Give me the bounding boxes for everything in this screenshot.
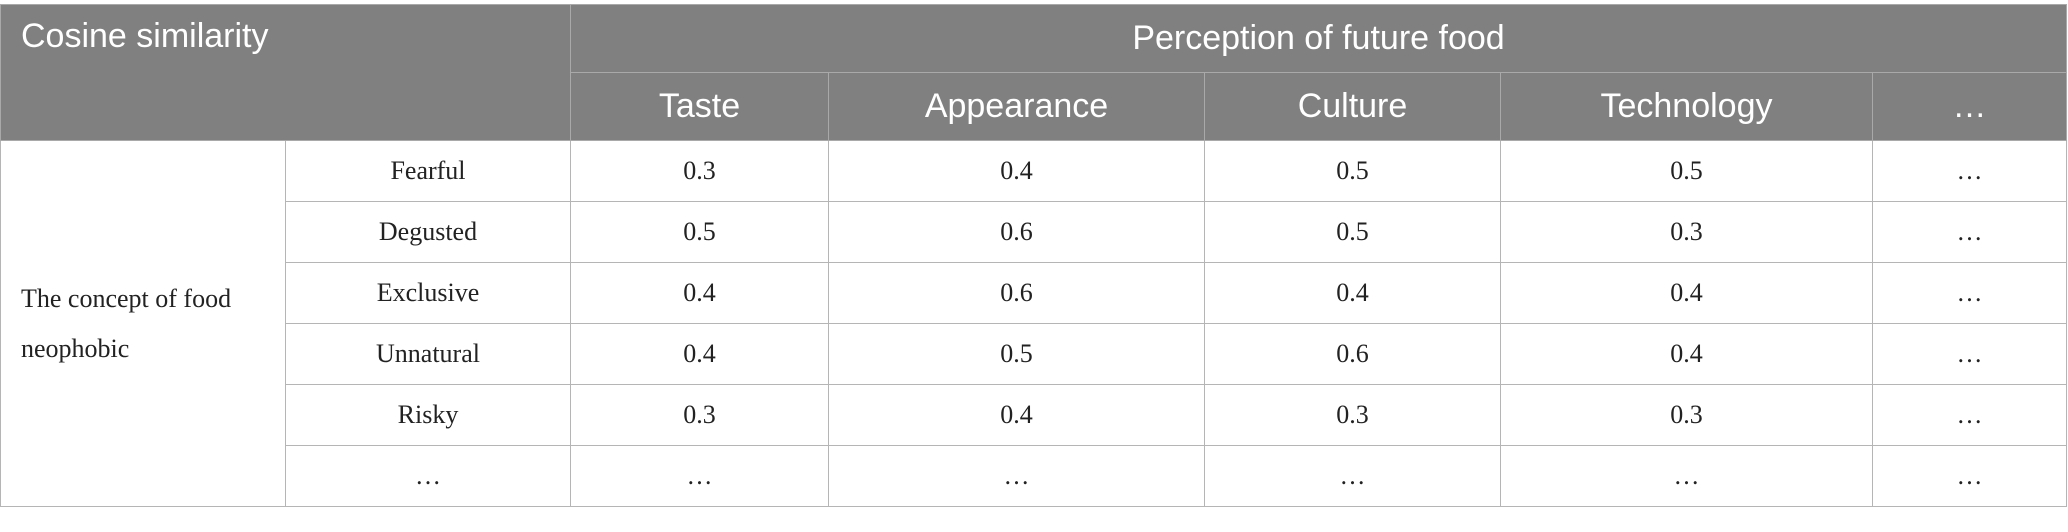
cell: … — [1500, 445, 1873, 507]
cell: 0.3 — [570, 140, 829, 202]
cell: 0.4 — [828, 384, 1205, 446]
cell: 0.5 — [1500, 140, 1873, 202]
cell: 0.5 — [828, 323, 1205, 385]
table-row: The concept of food neophobic Fearful 0.3 0… — [0, 140, 2067, 507]
row-label: … — [285, 445, 571, 507]
column-header: … — [1872, 72, 2067, 141]
cell: 0.3 — [1500, 201, 1873, 263]
column-header: Technology — [1500, 72, 1873, 141]
group-header: Perception of future food — [570, 4, 2067, 73]
cell: … — [1872, 384, 2067, 446]
cell: … — [570, 445, 829, 507]
row-label: Unnatural — [285, 323, 571, 385]
cell: 0.3 — [570, 384, 829, 446]
table-row: Degusted 0.5 0.6 0.5 0.3… — [1, 201, 2067, 263]
table-row: Risky 0.3 0.4 0.3 0.3… — [1, 384, 2067, 446]
cell: 0.4 — [1500, 323, 1873, 385]
cell: … — [1872, 323, 2067, 385]
column-header: Culture — [1204, 72, 1501, 141]
table-row: Exclusive 0.4 0.6 0.4 0.4… — [1, 262, 2067, 324]
row-label: Risky — [285, 384, 571, 446]
corner-header: Cosine similarity — [0, 4, 571, 141]
row-group-label: The concept of food neophobic — [0, 140, 286, 507]
column-header: Appearance — [828, 72, 1205, 141]
cell: … — [1204, 445, 1501, 507]
cell: 0.5 — [1204, 201, 1501, 263]
cell: 0.6 — [1204, 323, 1501, 385]
row-label: Exclusive — [285, 262, 571, 324]
cell: 0.3 — [1204, 384, 1501, 446]
row-label: Degusted — [285, 201, 571, 263]
table-row: ……………… — [1, 445, 2067, 507]
similarity-table: Cosine similarity Perception of future f… — [0, 4, 2067, 507]
table-row: Unnatural 0.4 0.5 0.6 0.4… — [1, 323, 2067, 385]
cell: 0.6 — [828, 262, 1205, 324]
cell: 0.4 — [828, 140, 1205, 202]
cell: 0.4 — [1500, 262, 1873, 324]
cell: 0.4 — [570, 262, 829, 324]
row-label: Fearful — [285, 140, 571, 202]
cell: … — [1872, 140, 2067, 202]
cell: … — [1872, 445, 2067, 507]
cell: 0.5 — [1204, 140, 1501, 202]
cell: 0.4 — [570, 323, 829, 385]
cell: 0.3 — [1500, 384, 1873, 446]
cell: … — [828, 445, 1205, 507]
cell: 0.5 — [570, 201, 829, 263]
cell: 0.6 — [828, 201, 1205, 263]
cell: … — [1872, 201, 2067, 263]
cell: … — [1872, 262, 2067, 324]
page: {"header": {"corner": "Cosine similarity… — [0, 4, 2068, 532]
column-header: Taste — [570, 72, 829, 141]
cell: 0.4 — [1204, 262, 1501, 324]
